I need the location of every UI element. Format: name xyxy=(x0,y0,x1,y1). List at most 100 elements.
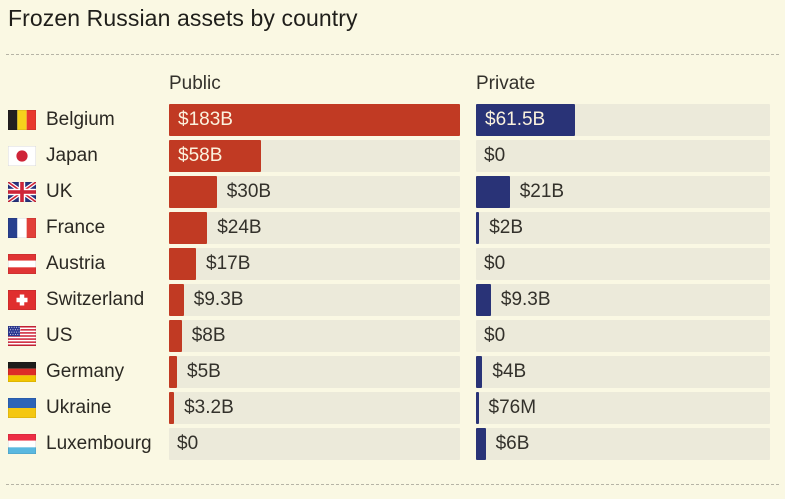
public-bar xyxy=(169,248,196,280)
public-bar-value: $17B xyxy=(206,253,251,274)
public-bar-value: $183B xyxy=(178,109,233,130)
public-bar-track: $24B xyxy=(169,212,460,244)
public-bar-value: $58B xyxy=(178,145,223,166)
private-bar-track: $76M xyxy=(476,392,770,424)
public-bar-track: $183B xyxy=(169,104,460,136)
private-bar xyxy=(476,392,479,424)
flag-france-icon xyxy=(8,218,36,238)
private-bar-track: $0 xyxy=(476,248,770,280)
private-bar-track: $4B xyxy=(476,356,770,388)
private-bar-value: $61.5B xyxy=(485,109,546,130)
private-bar-track: $0 xyxy=(476,320,770,352)
flag-ukraine-icon xyxy=(8,398,36,418)
private-bar-track: $0 xyxy=(476,140,770,172)
public-bar xyxy=(169,356,177,388)
private-bar xyxy=(476,356,483,388)
private-bar xyxy=(476,212,480,244)
country-label-cell: Belgium xyxy=(8,109,169,131)
country-label-cell: France xyxy=(8,217,169,239)
flag-germany-icon xyxy=(8,362,36,382)
country-row: Switzerland $9.3B $9.3B xyxy=(8,284,770,316)
public-bar-track: $0 xyxy=(169,428,460,460)
private-bar-track: $2B xyxy=(476,212,770,244)
public-bar-value: $30B xyxy=(226,181,272,202)
public-bar-track: $8B xyxy=(169,320,460,352)
public-bar-value: $24B xyxy=(217,217,262,238)
bar-chart-rows: Belgium $183B $61.5B Japan $58B $0 UK $30B $21B F… xyxy=(8,104,770,464)
public-bar xyxy=(169,212,208,244)
country-label: France xyxy=(46,217,106,238)
public-bar-track: $9.3B xyxy=(169,284,460,316)
private-bar-value: $4B xyxy=(492,361,527,382)
public-bar-track: $3.2B xyxy=(169,392,460,424)
private-bar xyxy=(476,284,491,316)
bottom-dashed-rule xyxy=(6,484,779,485)
country-label-cell: Ukraine xyxy=(8,397,169,419)
country-row: France $24B $2B xyxy=(8,212,770,244)
country-label: Luxembourg xyxy=(46,433,152,454)
private-bar-track: $61.5B xyxy=(476,104,770,136)
country-label: UK xyxy=(46,181,73,202)
country-row: Austria $17B $0 xyxy=(8,248,770,280)
private-column-header: Private xyxy=(476,73,536,94)
country-label-cell: Japan xyxy=(8,145,169,167)
country-label-cell: Germany xyxy=(8,361,169,383)
private-bar-track: $9.3B xyxy=(476,284,770,316)
public-bar-track: $30B xyxy=(169,176,460,208)
private-bar-value: $76M xyxy=(488,397,537,418)
flag-belgium-icon xyxy=(8,110,36,130)
flag-japan-icon xyxy=(8,146,36,166)
public-bar-track: $17B xyxy=(169,248,460,280)
flag-switzerland-icon xyxy=(8,290,36,310)
private-bar-value: $0 xyxy=(484,145,506,166)
private-bar xyxy=(476,104,575,136)
chart-title: Frozen Russian assets by country xyxy=(8,5,358,31)
country-row: Japan $58B $0 xyxy=(8,140,770,172)
flag-uk-icon xyxy=(8,182,36,202)
flag-austria-icon xyxy=(8,254,36,274)
public-bar xyxy=(169,320,182,352)
public-bar xyxy=(169,140,262,172)
public-bar-track: $5B xyxy=(169,356,460,388)
top-dashed-rule xyxy=(6,54,779,55)
country-label-cell: Luxembourg xyxy=(8,433,169,455)
flag-luxembourg-icon xyxy=(8,434,36,454)
flag-us-icon xyxy=(8,326,36,346)
private-bar-track: $6B xyxy=(476,428,770,460)
public-bar-value: $5B xyxy=(187,361,221,382)
public-bar-value: $9.3B xyxy=(193,289,244,310)
private-bar xyxy=(476,176,510,208)
public-bar-track: $58B xyxy=(169,140,460,172)
country-row: Luxembourg $0 $6B xyxy=(8,428,770,460)
private-bar xyxy=(476,428,486,460)
country-label: Switzerland xyxy=(46,289,145,310)
public-bar xyxy=(169,104,460,136)
public-bar xyxy=(169,284,184,316)
public-bar-value: $8B xyxy=(191,325,226,346)
country-row: Germany $5B $4B xyxy=(8,356,770,388)
private-bar-value: $6B xyxy=(495,433,530,454)
country-label: Germany xyxy=(46,361,125,382)
country-label-cell: Austria xyxy=(8,253,169,275)
country-label: Japan xyxy=(46,145,98,166)
country-row: Belgium $183B $61.5B xyxy=(8,104,770,136)
country-label-cell: UK xyxy=(8,181,169,203)
country-label: Belgium xyxy=(46,109,115,130)
public-bar-value: $3.2B xyxy=(184,397,234,418)
private-bar-value: $0 xyxy=(484,325,506,346)
public-column-header: Public xyxy=(169,73,221,94)
country-row: UK $30B $21B xyxy=(8,176,770,208)
private-bar-value: $21B xyxy=(519,181,565,202)
country-row: US $8B $0 xyxy=(8,320,770,352)
private-bar-value: $2B xyxy=(489,217,523,238)
country-label-cell: Switzerland xyxy=(8,289,169,311)
country-row: Ukraine $3.2B $76M xyxy=(8,392,770,424)
public-bar-value: $0 xyxy=(177,433,199,454)
public-bar xyxy=(169,392,175,424)
country-label: US xyxy=(46,325,73,346)
private-bar-track: $21B xyxy=(476,176,770,208)
private-bar-value: $0 xyxy=(484,253,506,274)
public-bar xyxy=(169,176,217,208)
country-label: Ukraine xyxy=(46,397,112,418)
